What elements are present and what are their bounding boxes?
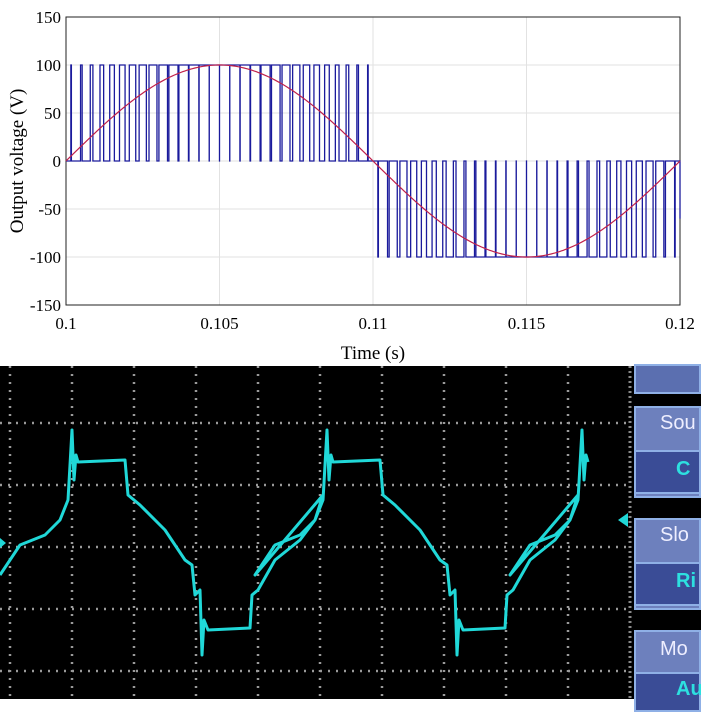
trigger-level-marker-icon xyxy=(618,513,628,527)
pwm-voltage-line xyxy=(66,64,681,258)
reference-sine-line xyxy=(65,64,681,258)
y-tick-label: 150 xyxy=(36,8,62,27)
menu-label-slope: Slo xyxy=(660,524,689,546)
menu-source-value[interactable] xyxy=(634,450,701,494)
channel-marker-icon xyxy=(0,538,6,548)
menu-value-mode: Au xyxy=(676,678,701,700)
y-tick-label: 50 xyxy=(44,104,61,123)
scope-trace xyxy=(0,428,590,657)
y-axis-label: Output voltage (V) xyxy=(7,89,28,234)
menu-label-mode: Mo xyxy=(660,638,688,660)
menu-panel-top[interactable] xyxy=(634,364,701,394)
menu-value-source: C xyxy=(676,458,691,480)
y-tick-label: -150 xyxy=(30,296,61,315)
y-tick-label: -100 xyxy=(30,248,61,267)
y-tick-label: 100 xyxy=(36,56,62,75)
x-tick-label: 0.1 xyxy=(55,314,76,333)
x-tick-label: 0.12 xyxy=(665,314,695,333)
y-tick-label: -50 xyxy=(38,200,61,219)
menu-slope-value[interactable] xyxy=(634,562,701,606)
pwm-chart: 0.1 0.105 0.11 0.115 0.12 150 100 50 0 -50 -100 -15… xyxy=(7,8,695,364)
oscilloscope-screen: Sou C Slo Ri Mo Au xyxy=(0,364,701,712)
x-axis-label: Time (s) xyxy=(341,343,405,364)
menu-value-slope: Ri xyxy=(676,570,696,592)
y-tick-label: 0 xyxy=(53,152,62,171)
menu-label-source: Sou xyxy=(660,412,696,434)
x-tick-label: 0.105 xyxy=(200,314,238,333)
oscilloscope-display xyxy=(0,366,632,699)
x-tick-label: 0.11 xyxy=(358,314,387,333)
x-tick-label: 0.115 xyxy=(508,314,546,333)
